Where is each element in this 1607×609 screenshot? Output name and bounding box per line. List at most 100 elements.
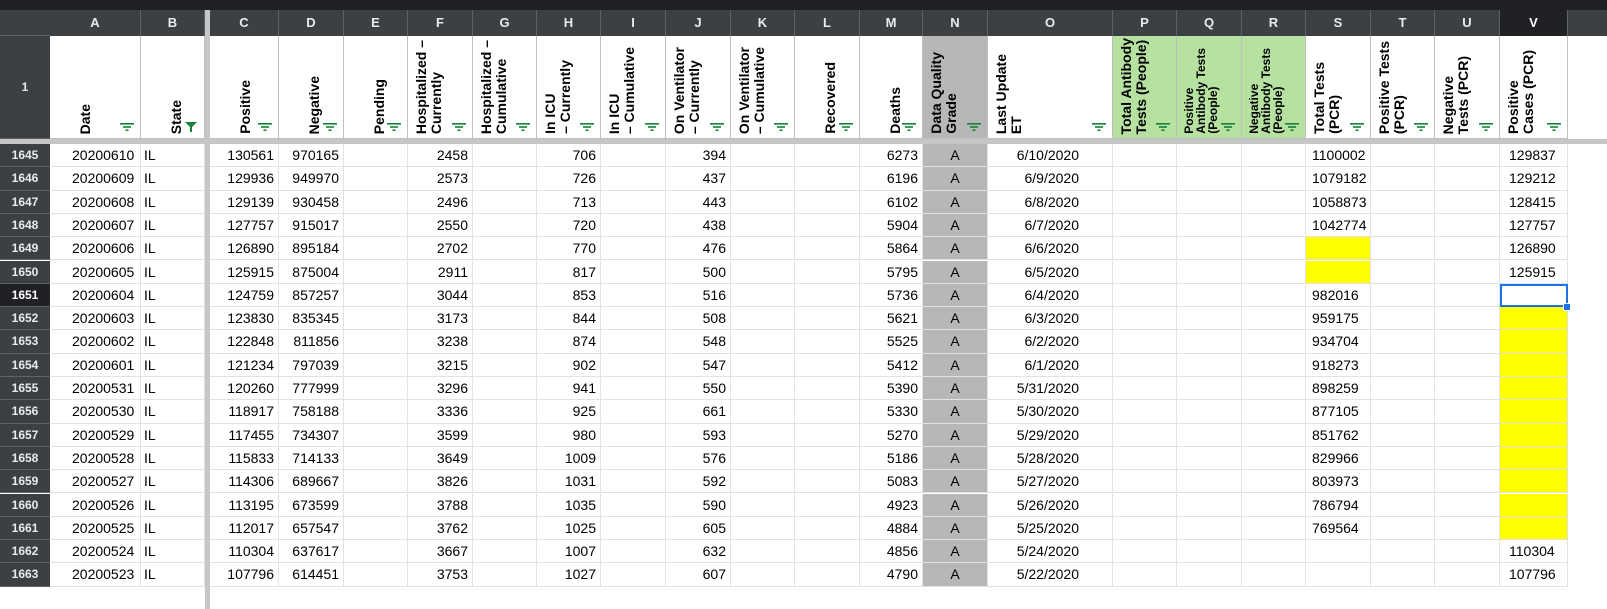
table-cell[interactable]	[795, 516, 860, 541]
table-cell[interactable]: 5/26/2020	[988, 493, 1113, 517]
table-cell[interactable]: 689667	[279, 470, 344, 494]
table-cell[interactable]: 6/5/2020	[988, 260, 1113, 284]
table-cell[interactable]	[731, 540, 795, 564]
column-letter-g[interactable]: G	[473, 10, 537, 36]
table-cell[interactable]	[1113, 563, 1177, 587]
table-cell[interactable]: A	[923, 516, 988, 541]
table-cell[interactable]: 5330	[860, 400, 923, 424]
table-cell[interactable]: 576	[666, 446, 731, 471]
table-cell[interactable]	[344, 377, 408, 401]
table-cell[interactable]	[601, 330, 666, 354]
table-cell[interactable]	[731, 283, 795, 308]
row-number-1658[interactable]: 1658	[0, 446, 50, 471]
row-number-1656[interactable]: 1656	[0, 400, 50, 424]
table-cell[interactable]	[1371, 283, 1435, 308]
table-cell[interactable]: 110304	[210, 540, 279, 564]
table-cell[interactable]: 20200526	[50, 493, 141, 517]
table-cell[interactable]: 5736	[860, 283, 923, 308]
table-cell[interactable]	[1435, 470, 1500, 494]
header-cell-m[interactable]: Deaths	[860, 36, 923, 139]
table-cell[interactable]	[1177, 423, 1242, 447]
table-cell[interactable]	[1113, 540, 1177, 564]
table-cell[interactable]: 851762	[1306, 423, 1371, 447]
table-cell[interactable]: 934704	[1306, 330, 1371, 354]
table-cell[interactable]	[1435, 400, 1500, 424]
table-cell[interactable]	[795, 260, 860, 284]
table-cell[interactable]: A	[923, 423, 988, 447]
table-cell[interactable]	[1242, 167, 1306, 191]
table-cell[interactable]	[1177, 144, 1242, 168]
table-cell[interactable]	[1306, 540, 1371, 564]
table-cell[interactable]	[1113, 167, 1177, 191]
filter-icon[interactable]	[774, 122, 788, 132]
table-cell[interactable]	[601, 190, 666, 214]
selected-cell[interactable]	[1500, 283, 1568, 308]
table-cell[interactable]	[601, 283, 666, 308]
header-cell-j[interactable]: On Ventilator – Currently	[666, 36, 731, 139]
table-cell[interactable]	[344, 516, 408, 541]
table-cell[interactable]	[601, 540, 666, 564]
table-cell[interactable]: 20200608	[50, 190, 141, 214]
table-cell[interactable]: 592	[666, 470, 731, 494]
table-cell[interactable]: 5/24/2020	[988, 540, 1113, 564]
table-cell[interactable]: 5/31/2020	[988, 377, 1113, 401]
header-cell-c[interactable]: Positive	[210, 36, 279, 139]
filter-icon[interactable]	[1092, 122, 1106, 132]
table-cell[interactable]	[344, 493, 408, 517]
table-cell[interactable]	[1113, 330, 1177, 354]
table-cell[interactable]: 930458	[279, 190, 344, 214]
table-cell[interactable]: 438	[666, 213, 731, 238]
table-cell[interactable]	[1113, 493, 1177, 517]
table-cell[interactable]	[731, 330, 795, 354]
table-cell[interactable]	[1242, 190, 1306, 214]
row-number-1654[interactable]: 1654	[0, 353, 50, 377]
table-cell[interactable]	[1371, 493, 1435, 517]
row-number-1663[interactable]: 1663	[0, 563, 50, 587]
table-cell[interactable]	[344, 260, 408, 284]
table-cell[interactable]: 614451	[279, 563, 344, 587]
filter-icon[interactable]	[839, 122, 853, 132]
table-cell[interactable]: A	[923, 167, 988, 191]
table-cell[interactable]	[795, 307, 860, 331]
header-cell-o[interactable]: Last Update ET	[988, 36, 1113, 139]
header-cell-k[interactable]: On Ventilator – Cumulative	[731, 36, 795, 139]
table-cell[interactable]: 786794	[1306, 493, 1371, 517]
table-cell[interactable]	[795, 377, 860, 401]
table-cell[interactable]	[601, 400, 666, 424]
table-cell[interactable]: IL	[141, 167, 205, 191]
frozen-column-divider[interactable]	[205, 10, 210, 609]
filter-icon[interactable]	[1414, 122, 1428, 132]
table-cell[interactable]: A	[923, 377, 988, 401]
filter-icon[interactable]	[580, 122, 594, 132]
table-cell[interactable]	[795, 330, 860, 354]
column-letter-d[interactable]: D	[279, 10, 344, 36]
table-cell[interactable]: 895184	[279, 237, 344, 261]
table-cell[interactable]: 835345	[279, 307, 344, 331]
table-cell[interactable]: 713	[537, 190, 601, 214]
table-cell[interactable]: 673599	[279, 493, 344, 517]
table-cell[interactable]: 6/10/2020	[988, 144, 1113, 168]
table-cell[interactable]	[795, 446, 860, 471]
filter-icon[interactable]	[1285, 122, 1299, 132]
table-cell[interactable]	[1177, 213, 1242, 238]
table-cell[interactable]: 770	[537, 237, 601, 261]
table-cell[interactable]: 516	[666, 283, 731, 308]
column-letter-q[interactable]: Q	[1177, 10, 1242, 36]
table-cell[interactable]	[1435, 493, 1500, 517]
column-letter-o[interactable]: O	[988, 10, 1113, 36]
table-cell[interactable]: 720	[537, 213, 601, 238]
table-cell[interactable]: 6/6/2020	[988, 237, 1113, 261]
table-cell[interactable]: IL	[141, 470, 205, 494]
row-number-1649[interactable]: 1649	[0, 237, 50, 261]
table-cell[interactable]	[1435, 446, 1500, 471]
filter-icon[interactable]	[967, 122, 981, 132]
table-cell[interactable]	[1242, 144, 1306, 168]
table-cell[interactable]: 706	[537, 144, 601, 168]
table-cell[interactable]: 3826	[408, 470, 473, 494]
table-cell[interactable]: IL	[141, 400, 205, 424]
table-cell[interactable]	[795, 470, 860, 494]
table-cell[interactable]: 3215	[408, 353, 473, 377]
table-cell[interactable]	[1371, 144, 1435, 168]
table-cell[interactable]	[473, 540, 537, 564]
table-cell[interactable]	[1371, 470, 1435, 494]
